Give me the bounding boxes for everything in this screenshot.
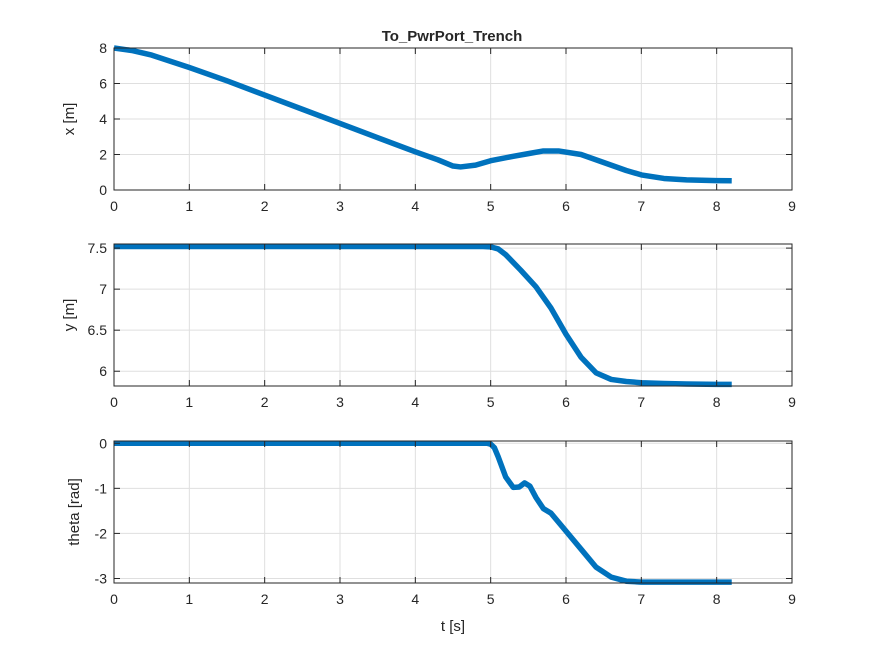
x-tick-label: 2	[261, 591, 269, 607]
y-tick-label: 6	[99, 363, 107, 379]
x-tick-label: 5	[487, 394, 495, 410]
x-tick-label: 6	[562, 591, 570, 607]
y-axis-label: theta [rad]	[66, 478, 83, 546]
plot-area	[114, 244, 792, 386]
subplots-container: 0 1 2 3 4 5 6 7 8 9 0 2 4 6 8 x [m] 0 1 2 3 4 5 6 7 8 9 6 6.5 7 7.5 y …	[61, 40, 796, 635]
x-tick-label: 1	[185, 591, 193, 607]
x-tick-label: 8	[713, 394, 721, 410]
x-tick-label: 0	[110, 591, 118, 607]
x-tick-label: 3	[336, 591, 344, 607]
x-tick-label: 7	[637, 198, 645, 214]
x-tick-label: 9	[788, 394, 796, 410]
x-tick-label: 0	[110, 394, 118, 410]
axes-frame	[113, 440, 793, 584]
x-tick-label: 1	[185, 198, 193, 214]
x-tick-label: 3	[336, 394, 344, 410]
y-tick-label: 6.5	[88, 322, 108, 338]
y-axis-label: x [m]	[61, 103, 78, 136]
plot-area	[114, 441, 792, 583]
x-tick-label: 4	[411, 394, 419, 410]
y-tick-label: 4	[99, 111, 107, 127]
subplot-3: 0 1 2 3 4 5 6 7 8 9 0 -1 -2 -3 theta [rad] t [s]	[66, 435, 796, 635]
x-tick-label: 9	[788, 591, 796, 607]
y-axis-label: y [m]	[61, 299, 78, 332]
x-axis-label: t [s]	[441, 618, 465, 635]
x-tick-label: 8	[713, 591, 721, 607]
x-tick-label: 3	[336, 198, 344, 214]
y-tick-label: -2	[95, 525, 108, 541]
x-tick-label: 9	[788, 198, 796, 214]
y-tick-label: -3	[95, 570, 108, 586]
x-tick-label: 7	[637, 394, 645, 410]
x-tick-label: 7	[637, 591, 645, 607]
series-line-1	[114, 243, 732, 388]
x-tick-label: 4	[411, 198, 419, 214]
y-tick-label: 8	[99, 40, 107, 56]
x-tick-label: 4	[411, 591, 419, 607]
y-tick-label: 7	[99, 281, 107, 297]
y-tick-label: -1	[95, 480, 108, 496]
subplot-2: 0 1 2 3 4 5 6 7 8 9 6 6.5 7 7.5 y [m]	[61, 240, 796, 410]
x-tick-label: 2	[261, 394, 269, 410]
x-tick-label: 2	[261, 198, 269, 214]
x-tick-label: 0	[110, 198, 118, 214]
subplot-1: 0 1 2 3 4 5 6 7 8 9 0 2 4 6 8 x [m]	[61, 40, 796, 214]
axes-frame	[113, 243, 793, 387]
series-line-1	[113, 45, 732, 184]
y-tick-label: 7.5	[88, 240, 108, 256]
x-tick-label: 1	[185, 394, 193, 410]
x-tick-label: 5	[487, 591, 495, 607]
y-tick-label: 6	[99, 76, 107, 92]
y-tick-label: 0	[99, 182, 107, 198]
x-tick-label: 8	[713, 198, 721, 214]
x-tick-label: 6	[562, 394, 570, 410]
x-tick-label: 5	[487, 198, 495, 214]
chart-title: To_PwrPort_Trench	[382, 28, 523, 45]
y-tick-label: 0	[99, 435, 107, 451]
x-tick-label: 6	[562, 198, 570, 214]
series-line-1	[114, 440, 732, 585]
y-tick-label: 2	[99, 147, 107, 163]
